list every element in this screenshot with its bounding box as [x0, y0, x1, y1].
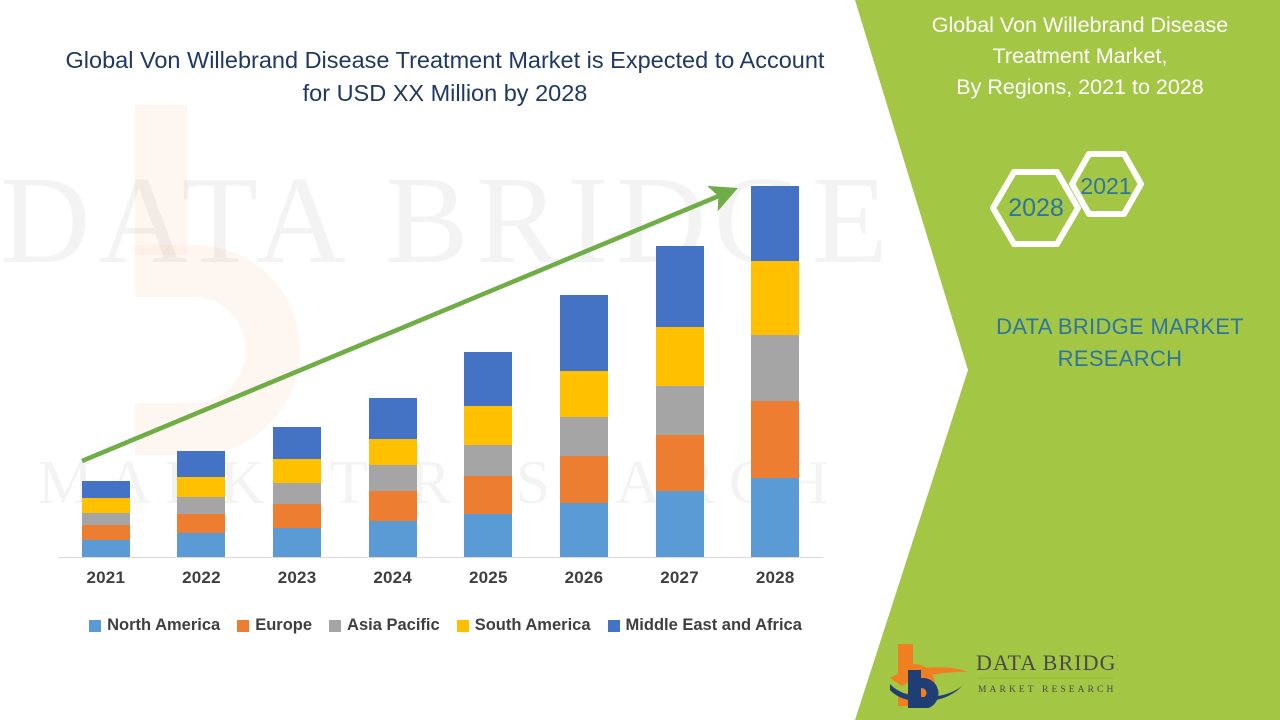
bar-segment[interactable]: [751, 186, 800, 262]
brand-panel-title-line-1: Global Von Willebrand Disease: [931, 13, 1229, 37]
bar-segment[interactable]: [559, 294, 608, 371]
bar-column-2021[interactable]: [81, 481, 130, 557]
bar-segment[interactable]: [81, 481, 130, 498]
bar-segment[interactable]: [655, 386, 704, 435]
year-hexagons: 2028 2021: [975, 142, 1185, 277]
svg-text:2028: 2028: [1008, 194, 1064, 222]
bar-segment[interactable]: [464, 351, 513, 407]
legend-swatch-icon: [456, 619, 469, 632]
hexagon-2021: 2021: [1069, 151, 1144, 217]
legend-label: North America: [107, 616, 221, 634]
bar-column-2022[interactable]: [177, 451, 226, 557]
x-axis-label-2021: 2021: [86, 568, 126, 587]
bar-segment[interactable]: [559, 370, 608, 417]
bar-segment[interactable]: [81, 525, 130, 541]
legend-swatch-icon: [329, 619, 342, 632]
green-chevron-background: [855, 0, 1280, 720]
legend-label: South America: [474, 616, 591, 634]
page-title-line-1: Global Von Willebrand Disease Treatment …: [65, 47, 825, 73]
brand-name-line-1: DATA BRIDGE MARKET: [996, 314, 1244, 339]
bar-segment[interactable]: [559, 502, 608, 557]
bar-segment[interactable]: [368, 438, 417, 466]
bar-segment[interactable]: [177, 513, 226, 534]
legend-item[interactable]: North America: [89, 616, 220, 635]
bar-segment[interactable]: [177, 477, 226, 497]
bar-segment[interactable]: [559, 416, 608, 457]
bar-segment[interactable]: [464, 444, 513, 477]
brand-panel-title-line-2: Treatment Market,: [992, 44, 1168, 69]
legend-item[interactable]: Asia Pacific: [329, 616, 440, 635]
bar-segment[interactable]: [655, 434, 704, 491]
brand-panel-title-line-3: By Regions, 2021 to 2028: [956, 75, 1204, 100]
bar-segment[interactable]: [177, 496, 226, 514]
bar-segment[interactable]: [368, 521, 417, 557]
bar-segment[interactable]: [368, 490, 417, 522]
bar-column-2023[interactable]: [273, 426, 322, 557]
bar-segment[interactable]: [464, 406, 513, 445]
legend-swatch-icon: [237, 619, 250, 632]
bar-segment[interactable]: [655, 490, 704, 557]
brand-panel-title: Global Von Willebrand Disease Treatment …: [895, 10, 1265, 104]
company-logo: DATA BRIDGE MARKET RESEARCH: [888, 640, 1130, 709]
x-axis-label-2023: 2023: [277, 568, 317, 587]
x-axis-label-2025: 2025: [469, 568, 508, 587]
x-axis-label-2022: 2022: [182, 568, 221, 587]
chart-panel: DATA BRIDGE MARKET RESEARCH Global Von W…: [0, 44, 888, 635]
x-axis-label-2027: 2027: [660, 568, 699, 587]
bar-segment[interactable]: [751, 261, 800, 336]
page-title-line-2: for USD XX Million by 2028: [302, 80, 588, 107]
bar-segment[interactable]: [464, 513, 513, 557]
x-axis-label-2028: 2028: [755, 568, 795, 587]
bar-column-2025[interactable]: [464, 351, 513, 557]
bar-segment[interactable]: [368, 465, 417, 491]
bar-segment[interactable]: [273, 483, 322, 504]
legend-label: Middle East and Africa: [625, 616, 802, 634]
bar-segment[interactable]: [368, 398, 417, 439]
legend-label: Asia Pacific: [347, 616, 440, 634]
bar-column-2027[interactable]: [655, 246, 704, 557]
bar-segment[interactable]: [655, 327, 704, 387]
bar-column-2024[interactable]: [368, 398, 417, 557]
bar-segment[interactable]: [751, 335, 800, 402]
legend-item[interactable]: Middle East and Africa: [607, 616, 802, 635]
bar-segment[interactable]: [559, 456, 608, 503]
brand-panel: [840, 0, 1280, 720]
brand-name-line-2: RESEARCH: [1057, 345, 1183, 371]
svg-text:2021: 2021: [1080, 173, 1131, 199]
hexagon-2028: 2028: [990, 169, 1081, 247]
bar-segment[interactable]: [273, 503, 322, 529]
logo-wordmark: DATA BRIDGE: [976, 650, 1118, 675]
bar-segment[interactable]: [273, 426, 322, 460]
legend-swatch-icon: [607, 619, 620, 632]
legend-item[interactable]: South America: [456, 616, 591, 635]
brand-name: DATA BRIDGE MARKET RESEARCH: [960, 311, 1280, 375]
bar-segment[interactable]: [273, 459, 322, 484]
legend-swatch-icon: [89, 619, 102, 632]
bar-group: [58, 160, 823, 557]
x-axis-line: [58, 557, 823, 558]
logo-tagline: MARKET RESEARCH: [978, 685, 1116, 695]
chart-legend: North America Europe Asia Pacific South Ame…: [58, 616, 833, 635]
x-axis-label-2026: 2026: [564, 568, 604, 587]
bar-segment[interactable]: [81, 540, 130, 557]
bar-segment[interactable]: [751, 478, 800, 557]
bar-column-2026[interactable]: [559, 294, 608, 557]
logo-mark-icon: [890, 644, 968, 709]
bar-segment[interactable]: [273, 528, 322, 557]
bar-segment[interactable]: [464, 476, 513, 514]
x-axis-labels: 2021 2022 2023 2024 2025 2026 2027 2028: [58, 568, 823, 588]
x-axis-label-2024: 2024: [373, 568, 412, 587]
bar-segment[interactable]: [177, 451, 226, 478]
bar-segment[interactable]: [655, 246, 704, 328]
bar-segment[interactable]: [751, 401, 800, 479]
legend-label: Europe: [255, 616, 313, 634]
bar-segment[interactable]: [177, 533, 226, 557]
bar-segment[interactable]: [81, 497, 130, 513]
legend-item[interactable]: Europe: [237, 616, 312, 635]
bar-segment[interactable]: [81, 512, 130, 526]
stacked-bar-chart: 2021 2022 2023 2024 2025 2026 2027 2028 North A…: [58, 160, 833, 635]
page-title: Global Von Willebrand Disease Treatment …: [50, 44, 840, 111]
bar-column-2028[interactable]: [751, 186, 800, 557]
